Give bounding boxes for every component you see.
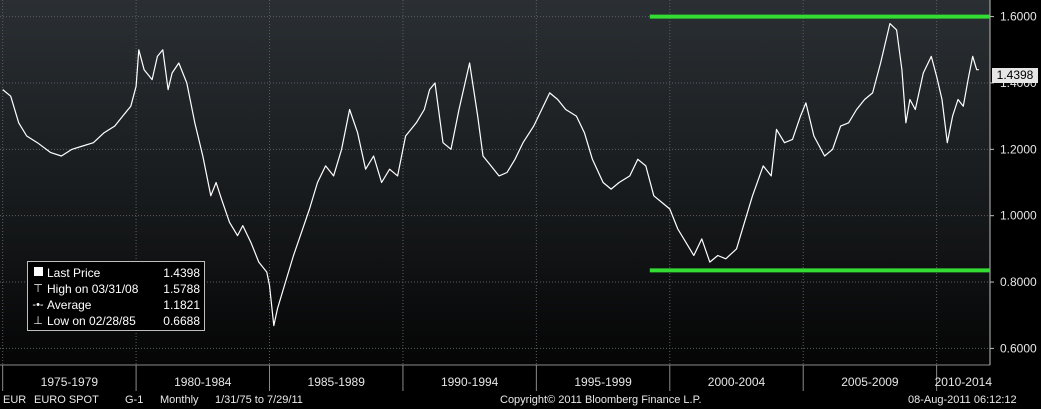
- x-tick-label: 1980-1984: [174, 375, 232, 389]
- y-tick-label: 0.6000: [1000, 341, 1037, 355]
- x-tick-label: 2010-2014: [935, 375, 993, 389]
- legend-row-low: ⊥ Low on 02/28/85 0.6688: [32, 313, 200, 329]
- legend-label: Average: [47, 298, 92, 312]
- x-tick-label: 2000-2004: [708, 375, 766, 389]
- average-marker-icon: -•-: [32, 299, 44, 311]
- legend-label: Last Price: [47, 266, 101, 280]
- series-lines: [2, 23, 979, 327]
- footer-ticker: EUR: [3, 394, 27, 406]
- footer-period: Monthly: [160, 394, 199, 406]
- y-tick-label: 1.6000: [1000, 10, 1037, 24]
- x-tick-label: 1985-1989: [308, 375, 366, 389]
- x-tick-label: 1995-1999: [574, 375, 632, 389]
- x-tick-label: 1975-1979: [41, 375, 99, 389]
- grid-lines: [0, 0, 990, 365]
- y-tick-label: 1.0000: [1000, 209, 1037, 223]
- legend-row-high: ⊤ High on 03/31/08 1.5788: [32, 281, 200, 297]
- high-marker-icon: ⊤: [33, 283, 43, 295]
- last-price-badge: 1.4398: [992, 68, 1038, 83]
- square-icon: [32, 265, 44, 281]
- legend-value: 1.1821: [163, 298, 200, 312]
- y-tick-label: 0.8000: [1000, 275, 1037, 289]
- x-tick-label: 2005-2009: [841, 375, 899, 389]
- footer-name: EURO SPOT: [34, 394, 99, 406]
- footer-code: G-1: [125, 394, 144, 406]
- legend-box: Last Price 1.4398 ⊤ High on 03/31/08 1.5…: [27, 261, 205, 331]
- footer-timestamp: 08-Aug-2011 06:12:12: [908, 394, 1017, 406]
- series-line: [2, 23, 979, 327]
- legend-value: 0.6688: [163, 314, 200, 328]
- legend-value: 1.4398: [163, 266, 200, 280]
- legend-value: 1.5788: [163, 282, 200, 296]
- reference-lines: [649, 14, 990, 273]
- x-tick-label: 1990-1994: [441, 375, 499, 389]
- legend-label: High on 03/31/08: [47, 282, 139, 296]
- legend-row-average: -•- Average 1.1821: [32, 297, 200, 313]
- y-tick-label: 1.2000: [1000, 142, 1037, 156]
- low-marker-icon: ⊥: [33, 315, 43, 327]
- legend-label: Low on 02/28/85: [47, 314, 136, 328]
- legend-row-last-price: Last Price 1.4398: [32, 265, 200, 281]
- footer-copyright: Copyright© 2011 Bloomberg Finance L.P.: [500, 394, 702, 406]
- footer-bar: EUR EURO SPOT G-1 Monthly 1/31/75 to 7/2…: [0, 393, 1041, 409]
- footer-range: 1/31/75 to 7/29/11: [215, 394, 303, 406]
- x-axis: 1975-1979 1980-1984 1985-1989 1990-1994 1995…: [0, 364, 993, 391]
